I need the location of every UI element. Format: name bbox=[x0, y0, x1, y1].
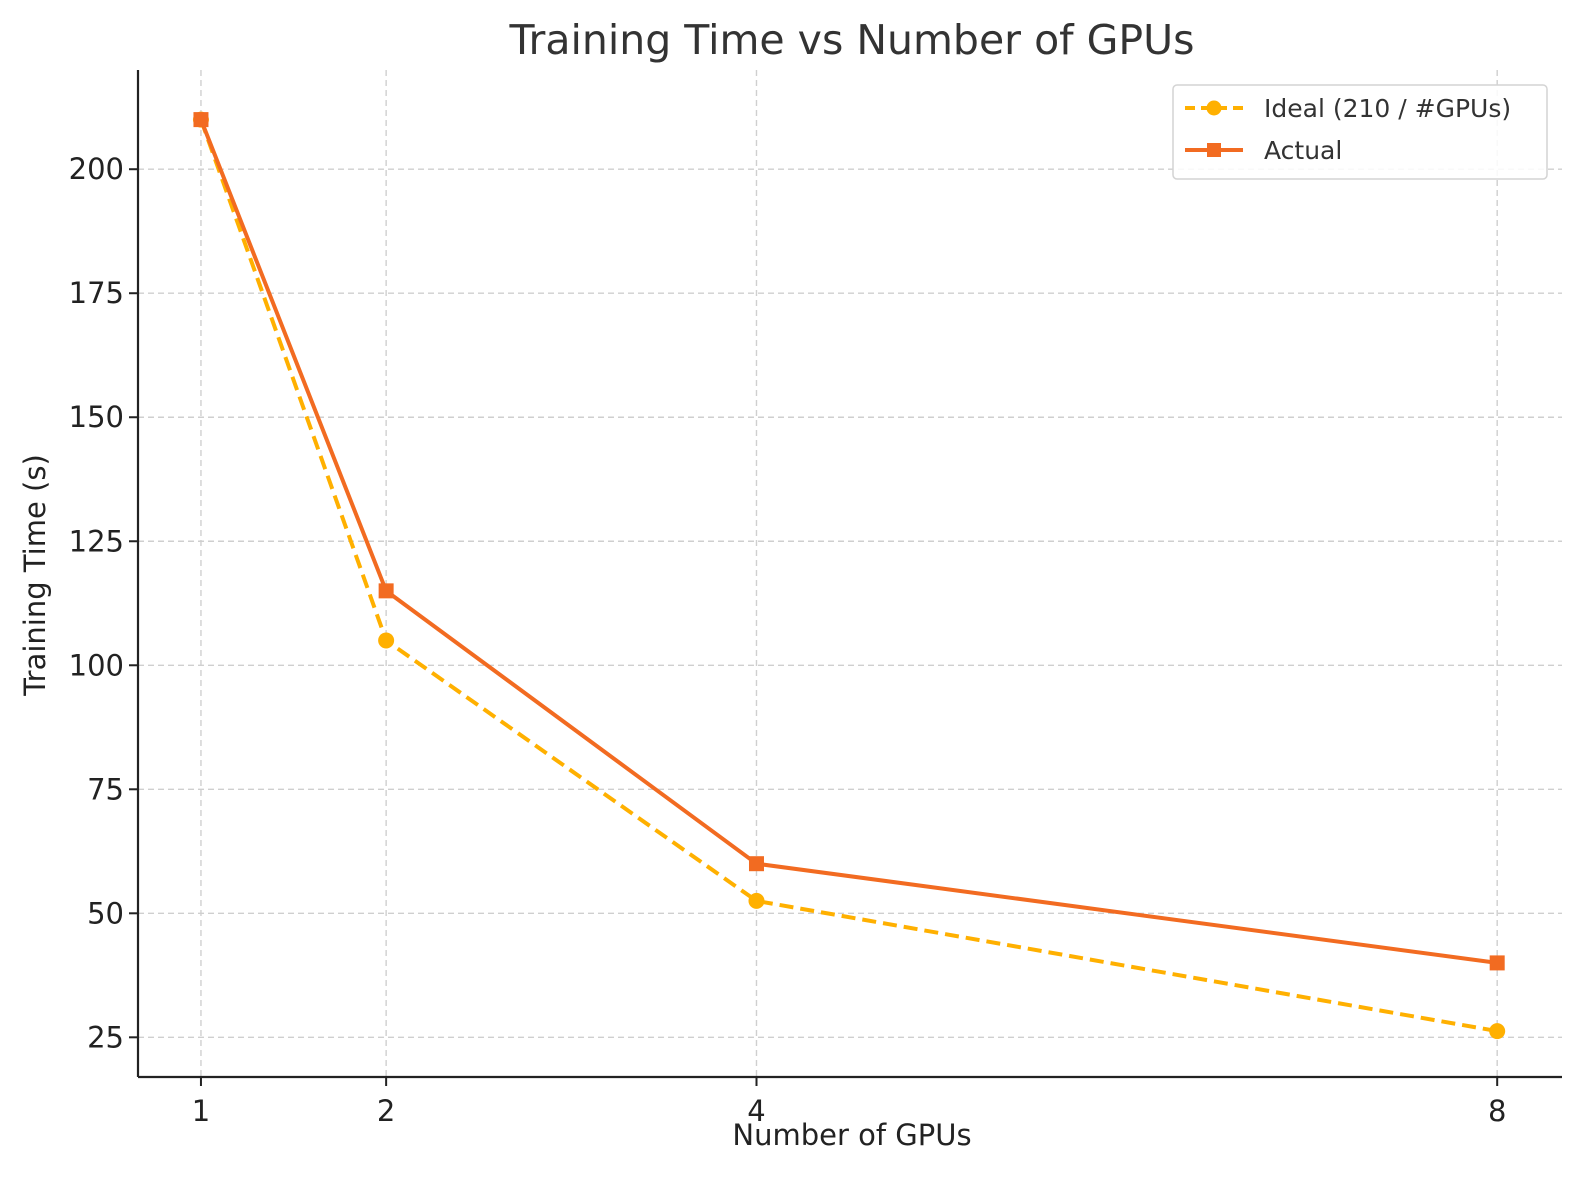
legend-box bbox=[1172, 84, 1548, 180]
x-axis-label: Number of GPUs bbox=[732, 1118, 971, 1152]
x-tick-label: 2 bbox=[377, 1094, 395, 1128]
series bbox=[192, 111, 1506, 1040]
legend-label: Ideal (210 / #GPUs) bbox=[1264, 94, 1511, 123]
y-tick-label: 100 bbox=[69, 648, 124, 682]
series-line bbox=[199, 118, 1498, 965]
data-point bbox=[378, 583, 394, 599]
y-tick-label: 50 bbox=[87, 896, 124, 930]
y-axis-label: Training Time (s) bbox=[18, 454, 52, 697]
chart-title: Training Time vs Number of GPUs bbox=[509, 16, 1195, 64]
y-tick-label: 175 bbox=[69, 276, 124, 310]
data-point bbox=[748, 892, 765, 909]
y-tick-label: 200 bbox=[69, 152, 124, 186]
y-tick-label: 125 bbox=[69, 524, 124, 558]
legend-label: Actual bbox=[1264, 136, 1342, 165]
data-point bbox=[193, 112, 209, 128]
legend-item: Ideal (210 / #GPUs) bbox=[1185, 94, 1511, 123]
y-tick-label: 150 bbox=[69, 400, 124, 434]
axes bbox=[136, 70, 1562, 1079]
data-point bbox=[748, 856, 764, 872]
data-point bbox=[378, 632, 395, 649]
series-ideal bbox=[192, 111, 1506, 1040]
data-point bbox=[1489, 955, 1505, 971]
tick-labels: 1 2 4 8 25 50 75 100 125 150 175 200 bbox=[69, 152, 1507, 1128]
y-tick-label: 25 bbox=[87, 1020, 124, 1054]
grid bbox=[138, 70, 1562, 1077]
x-tick-label: 4 bbox=[747, 1094, 765, 1128]
legend-item: Actual bbox=[1185, 136, 1342, 165]
x-tick-label: 1 bbox=[192, 1094, 210, 1128]
legend: Ideal (210 / #GPUs) Actual bbox=[1172, 84, 1548, 180]
legend-marker bbox=[1206, 100, 1222, 116]
legend-marker bbox=[1207, 143, 1221, 157]
y-tick-label: 75 bbox=[87, 772, 124, 806]
series-actual bbox=[193, 112, 1505, 971]
series-line bbox=[199, 118, 1498, 1034]
data-point bbox=[1489, 1023, 1506, 1040]
x-tick-label: 8 bbox=[1488, 1094, 1506, 1128]
